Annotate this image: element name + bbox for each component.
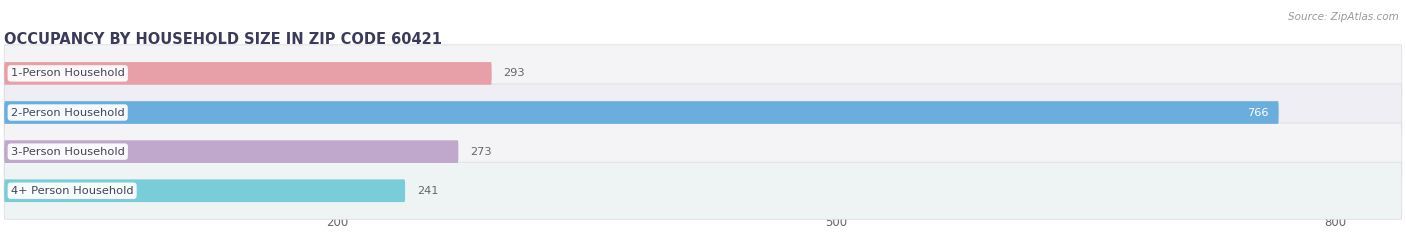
Text: 2-Person Household: 2-Person Household: [11, 107, 125, 117]
FancyBboxPatch shape: [4, 84, 1402, 141]
Text: 4+ Person Household: 4+ Person Household: [11, 186, 134, 196]
FancyBboxPatch shape: [4, 101, 1278, 124]
FancyBboxPatch shape: [4, 162, 1402, 219]
Text: Source: ZipAtlas.com: Source: ZipAtlas.com: [1288, 12, 1399, 22]
FancyBboxPatch shape: [4, 62, 492, 85]
Text: 273: 273: [470, 147, 492, 157]
Text: 3-Person Household: 3-Person Household: [11, 147, 125, 157]
FancyBboxPatch shape: [4, 179, 405, 202]
Text: 766: 766: [1247, 107, 1268, 117]
Text: 241: 241: [416, 186, 439, 196]
Text: OCCUPANCY BY HOUSEHOLD SIZE IN ZIP CODE 60421: OCCUPANCY BY HOUSEHOLD SIZE IN ZIP CODE …: [4, 32, 441, 47]
FancyBboxPatch shape: [4, 45, 1402, 102]
Text: 293: 293: [503, 69, 524, 78]
FancyBboxPatch shape: [4, 140, 458, 163]
FancyBboxPatch shape: [4, 123, 1402, 180]
Text: 1-Person Household: 1-Person Household: [11, 69, 125, 78]
